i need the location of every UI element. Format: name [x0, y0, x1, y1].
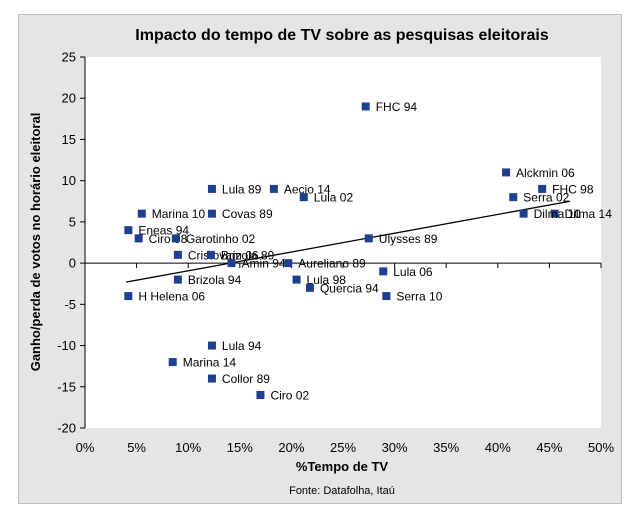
data-point-label: Covas 89: [222, 207, 273, 221]
y-axis-title: Ganho/perda de votos no horário eleitora…: [28, 113, 43, 372]
y-tick-label: 10: [62, 173, 76, 188]
data-point: [256, 391, 265, 400]
trendline: [126, 200, 571, 283]
y-tick-label: -20: [57, 421, 76, 436]
data-point-label: Garotinho 02: [186, 232, 256, 246]
y-tick-label: 5: [69, 214, 76, 229]
data-point-label: Lula 06: [393, 265, 433, 279]
data-point-label: Cristovam 06: [188, 248, 259, 262]
data-point: [284, 259, 293, 268]
data-point-label: Amin 94: [242, 257, 286, 271]
y-tick-label: -15: [57, 379, 76, 394]
data-point-label: Marina 10: [152, 207, 206, 221]
source-note: Fonte: Datafolha, Itaú: [289, 485, 395, 497]
y-tick-label: -5: [64, 297, 76, 312]
data-point: [171, 234, 180, 243]
data-point: [137, 209, 146, 218]
x-tick-label: 0%: [76, 440, 95, 455]
x-tick-label: 5%: [127, 440, 146, 455]
data-point: [269, 184, 278, 193]
data-point: [124, 226, 133, 235]
data-point-label: H Helena 06: [138, 290, 205, 304]
y-tick-label: 0: [69, 256, 76, 271]
trendline-group: [126, 200, 571, 283]
data-point-label: Serra 02: [523, 191, 569, 205]
data-point: [364, 234, 373, 243]
x-tick-label: 50%: [588, 440, 614, 455]
x-tick-label: 20%: [278, 440, 304, 455]
x-tick-label: 45%: [536, 440, 562, 455]
data-point: [502, 168, 511, 177]
data-point: [124, 292, 133, 301]
data-point-label: Quercia 94: [320, 281, 379, 295]
data-point-label: Lula 98: [307, 273, 347, 287]
y-tick-label: -10: [57, 338, 76, 353]
data-point: [207, 341, 216, 350]
data-point: [207, 209, 216, 218]
data-point-label: Ulysses 89: [379, 232, 438, 246]
x-tick-label: 25%: [330, 440, 356, 455]
x-tick-label: 10%: [175, 440, 201, 455]
data-point-label: Lula 02: [314, 191, 354, 205]
y-tick-label: 25: [62, 50, 76, 65]
chart-title: Impacto do tempo de TV sobre as pesquisa…: [135, 27, 549, 44]
y-tick-label: 15: [62, 132, 76, 147]
x-tick-label: 35%: [433, 440, 459, 455]
data-point: [299, 193, 308, 202]
x-tick-label: 15%: [227, 440, 253, 455]
data-point-label: Dilma 14: [565, 207, 613, 221]
data-point: [538, 184, 547, 193]
x-tick-label: 40%: [485, 440, 511, 455]
data-point-label: Serra 10: [396, 290, 442, 304]
data-point-label: Brizola 94: [188, 273, 242, 287]
data-point: [207, 374, 216, 383]
data-point-label: Aureliano 89: [298, 257, 366, 271]
data-point: [168, 358, 177, 367]
data-point: [550, 209, 559, 218]
data-point: [227, 259, 236, 268]
data-point: [361, 102, 370, 111]
data-point: [379, 267, 388, 276]
data-point-label: Collor 89: [222, 372, 270, 386]
data-point-label: Dilma 10: [534, 207, 582, 221]
data-point-label: Brizola 89: [221, 248, 275, 262]
data-point: [509, 193, 518, 202]
data-point-label: Lula 89: [222, 182, 262, 196]
y-tick-label: 20: [62, 91, 76, 106]
data-point: [134, 234, 143, 243]
x-tick-label: 30%: [382, 440, 408, 455]
data-point: [206, 250, 215, 259]
data-point: [207, 184, 216, 193]
tick-labels: 25 20 15 10 5 0 -5 -10 -15 -200% 5% 10% 15% 20% 25% 30%…: [57, 50, 614, 456]
data-point: [173, 250, 182, 259]
axes: [80, 56, 602, 429]
data-point-label: Ciro 02: [270, 389, 309, 403]
data-point: [519, 209, 528, 218]
data-point-label: Alckmin 06: [516, 166, 575, 180]
data-point: [382, 292, 391, 301]
data-point-label: Eneas 94: [138, 224, 189, 238]
data-point: [173, 275, 182, 284]
data-point-label: Marina 14: [183, 356, 237, 370]
data-point-label: FHC 98: [552, 182, 594, 196]
data-point-label: Lula 94: [222, 339, 262, 353]
data-point-label: Ciro 98: [149, 232, 188, 246]
x-axis-title: %Tempo de TV: [296, 459, 389, 474]
data-point-label: Aecio 14: [284, 182, 331, 196]
data-point: [305, 283, 314, 292]
data-point: [292, 275, 301, 284]
data-point-label: FHC 94: [376, 100, 418, 114]
